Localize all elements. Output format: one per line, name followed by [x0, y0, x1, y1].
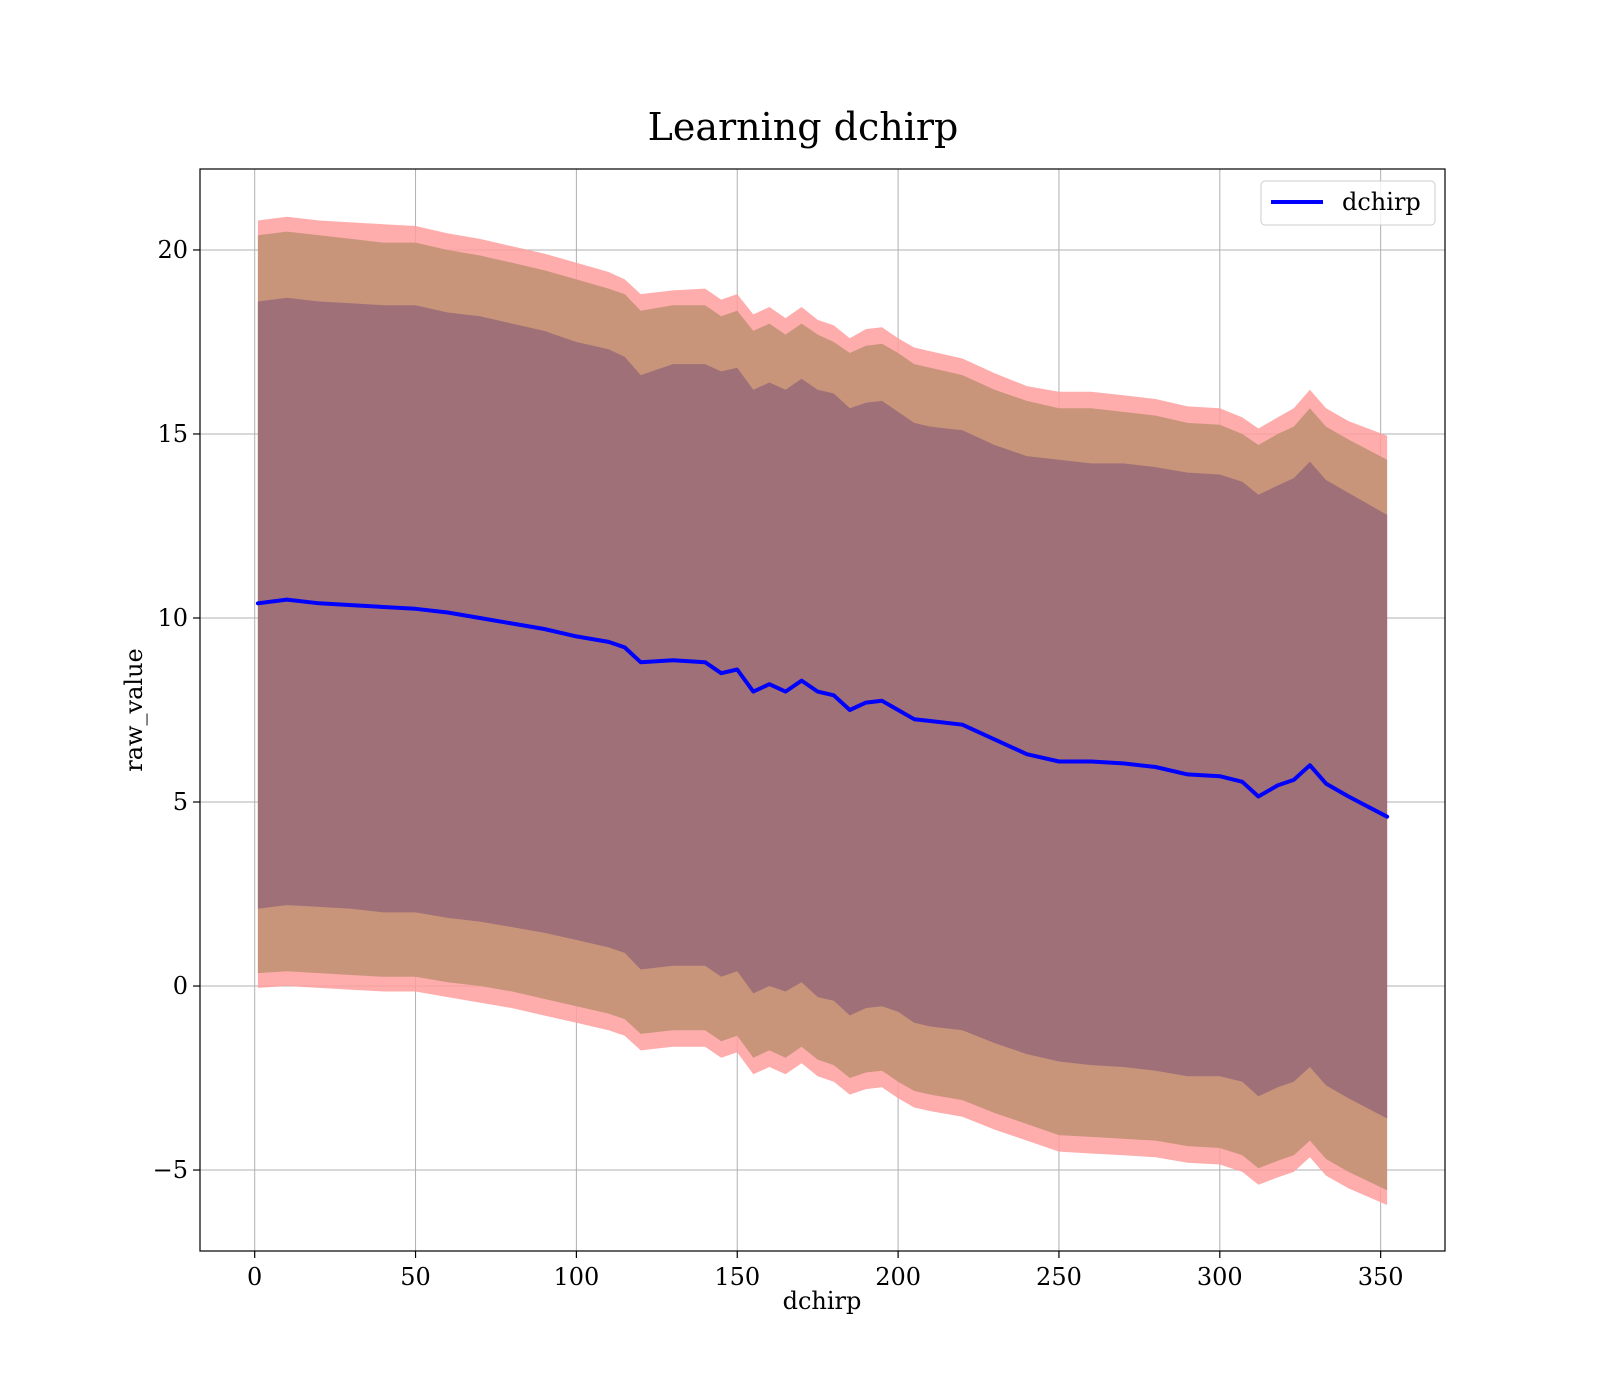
x-tick-label: 200	[875, 1263, 921, 1291]
y-tick-label: 5	[173, 788, 188, 816]
x-tick-label: 150	[714, 1263, 760, 1291]
plot-area	[199, 168, 1446, 1252]
confidence-bands	[257, 216, 1388, 1206]
legend-box	[1260, 180, 1436, 226]
x-tick-label: 0	[247, 1263, 262, 1291]
x-axis-label: dchirp	[783, 1287, 862, 1315]
plot-frame	[199, 168, 1446, 1252]
chart-title: Learning dchirp	[648, 105, 959, 149]
x-tick-label: 100	[553, 1263, 599, 1291]
y-tick-label: 10	[157, 604, 188, 632]
y-axis-label: raw_value	[120, 648, 148, 772]
legend: dchirp	[1260, 180, 1436, 226]
x-tick-label: 350	[1358, 1263, 1404, 1291]
x-tick-label: 50	[400, 1263, 431, 1291]
series-line-dchirp	[255, 597, 1390, 819]
band-inner	[257, 297, 1388, 1119]
x-axis-ticks: 0 50 100 150 200 250 300 350	[247, 1251, 1404, 1291]
y-tick-label: −5	[153, 1156, 188, 1184]
y-tick-label: 20	[157, 236, 188, 264]
x-tick-label: 250	[1036, 1263, 1082, 1291]
y-axis-ticks: −5 0 5 10 15 20	[153, 236, 200, 1184]
y-tick-label: 0	[173, 972, 188, 1000]
x-tick-label: 300	[1197, 1263, 1243, 1291]
legend-label-dchirp: dchirp	[1342, 188, 1421, 216]
series-lines	[255, 597, 1390, 819]
y-tick-label: 15	[157, 420, 188, 448]
